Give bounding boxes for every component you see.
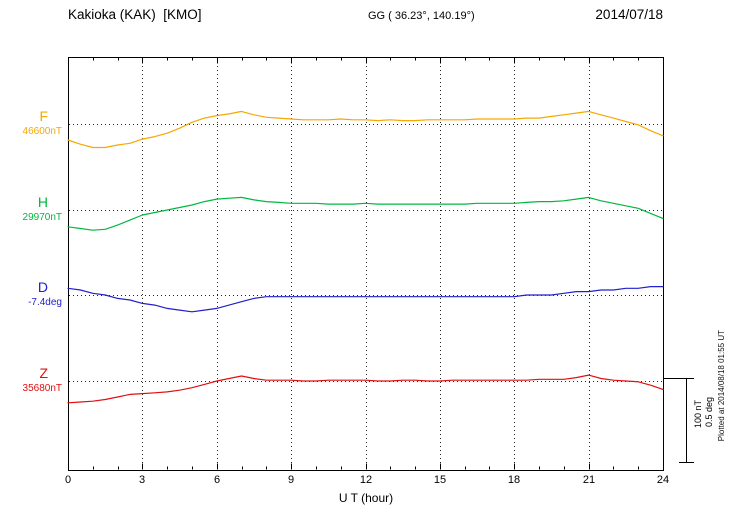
channel-baseline-F: 46600nT — [22, 126, 62, 137]
x-tick-label-0: 0 — [64, 474, 72, 486]
trace-F — [67, 110, 664, 149]
x-axis-title: U T (hour) — [338, 491, 394, 505]
x-tick-label-12: 12 — [359, 474, 373, 486]
scale-bar-deg-label: 0.5 deg — [704, 397, 714, 428]
channel-label-H: H 29970nT — [0, 195, 62, 224]
channel-letter-D: D — [37, 279, 48, 295]
trace-H — [67, 196, 664, 231]
x-tick-label-3: 3 — [138, 474, 146, 486]
geographic-coordinates: GG ( 36.23°, 140.19°) — [368, 10, 475, 22]
trace-Z — [67, 374, 664, 404]
channel-label-F: F 46600nT — [0, 109, 62, 138]
x-tick-label-21: 21 — [582, 474, 596, 486]
channel-label-D: D -7.4deg — [0, 280, 62, 309]
channel-letter-F: F — [39, 108, 48, 124]
channel-baseline-D: -7.4deg — [28, 297, 62, 308]
x-tick-label-24: 24 — [656, 474, 670, 486]
scale-bar-nt-label: 100 nT — [693, 400, 703, 429]
trace-D — [67, 286, 664, 313]
channel-letter-H: H — [37, 194, 48, 210]
x-tick-label-18: 18 — [507, 474, 521, 486]
channel-baseline-H: 29970nT — [22, 212, 62, 223]
x-tick-label-6: 6 — [213, 474, 221, 486]
channel-baseline-Z: 35680nT — [22, 383, 62, 394]
channel-letter-Z: Z — [39, 365, 48, 381]
channel-label-Z: Z 35680nT — [0, 366, 62, 395]
plotted-at-note: Plotted at 2014/08/18 01:55 UT — [717, 330, 726, 442]
station-title: Kakioka (KAK) [KMO] — [68, 7, 202, 22]
observation-date: 2014/07/18 — [595, 7, 663, 22]
x-tick-label-9: 9 — [287, 474, 295, 486]
x-tick-label-15: 15 — [433, 474, 447, 486]
